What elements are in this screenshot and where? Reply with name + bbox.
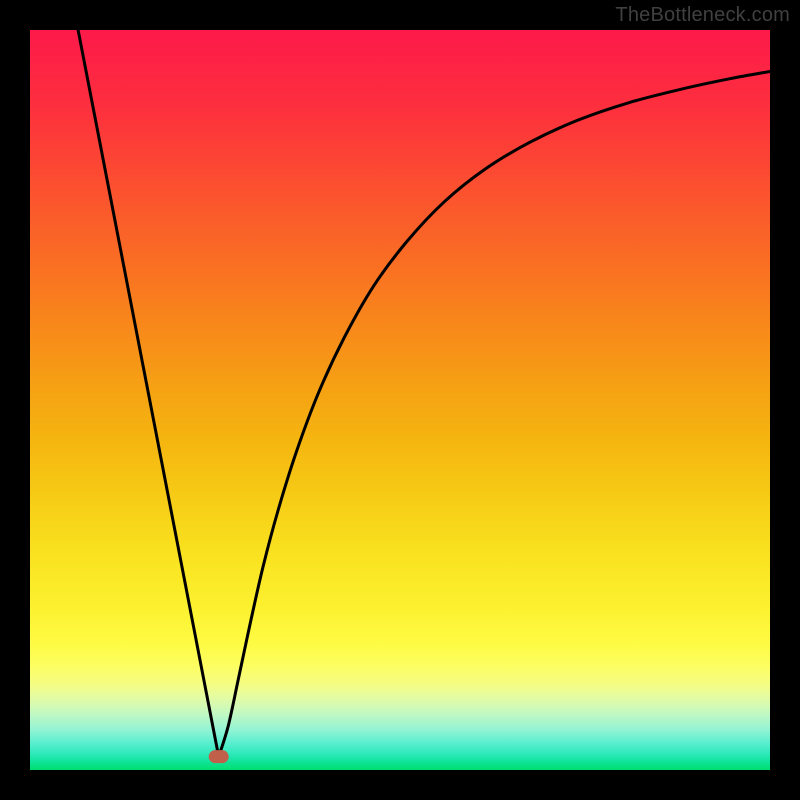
curve-layer [30,30,770,770]
dip-marker [209,750,229,763]
bottleneck-curve [78,30,770,757]
plot-area [30,30,770,770]
watermark-text: TheBottleneck.com [615,4,790,27]
